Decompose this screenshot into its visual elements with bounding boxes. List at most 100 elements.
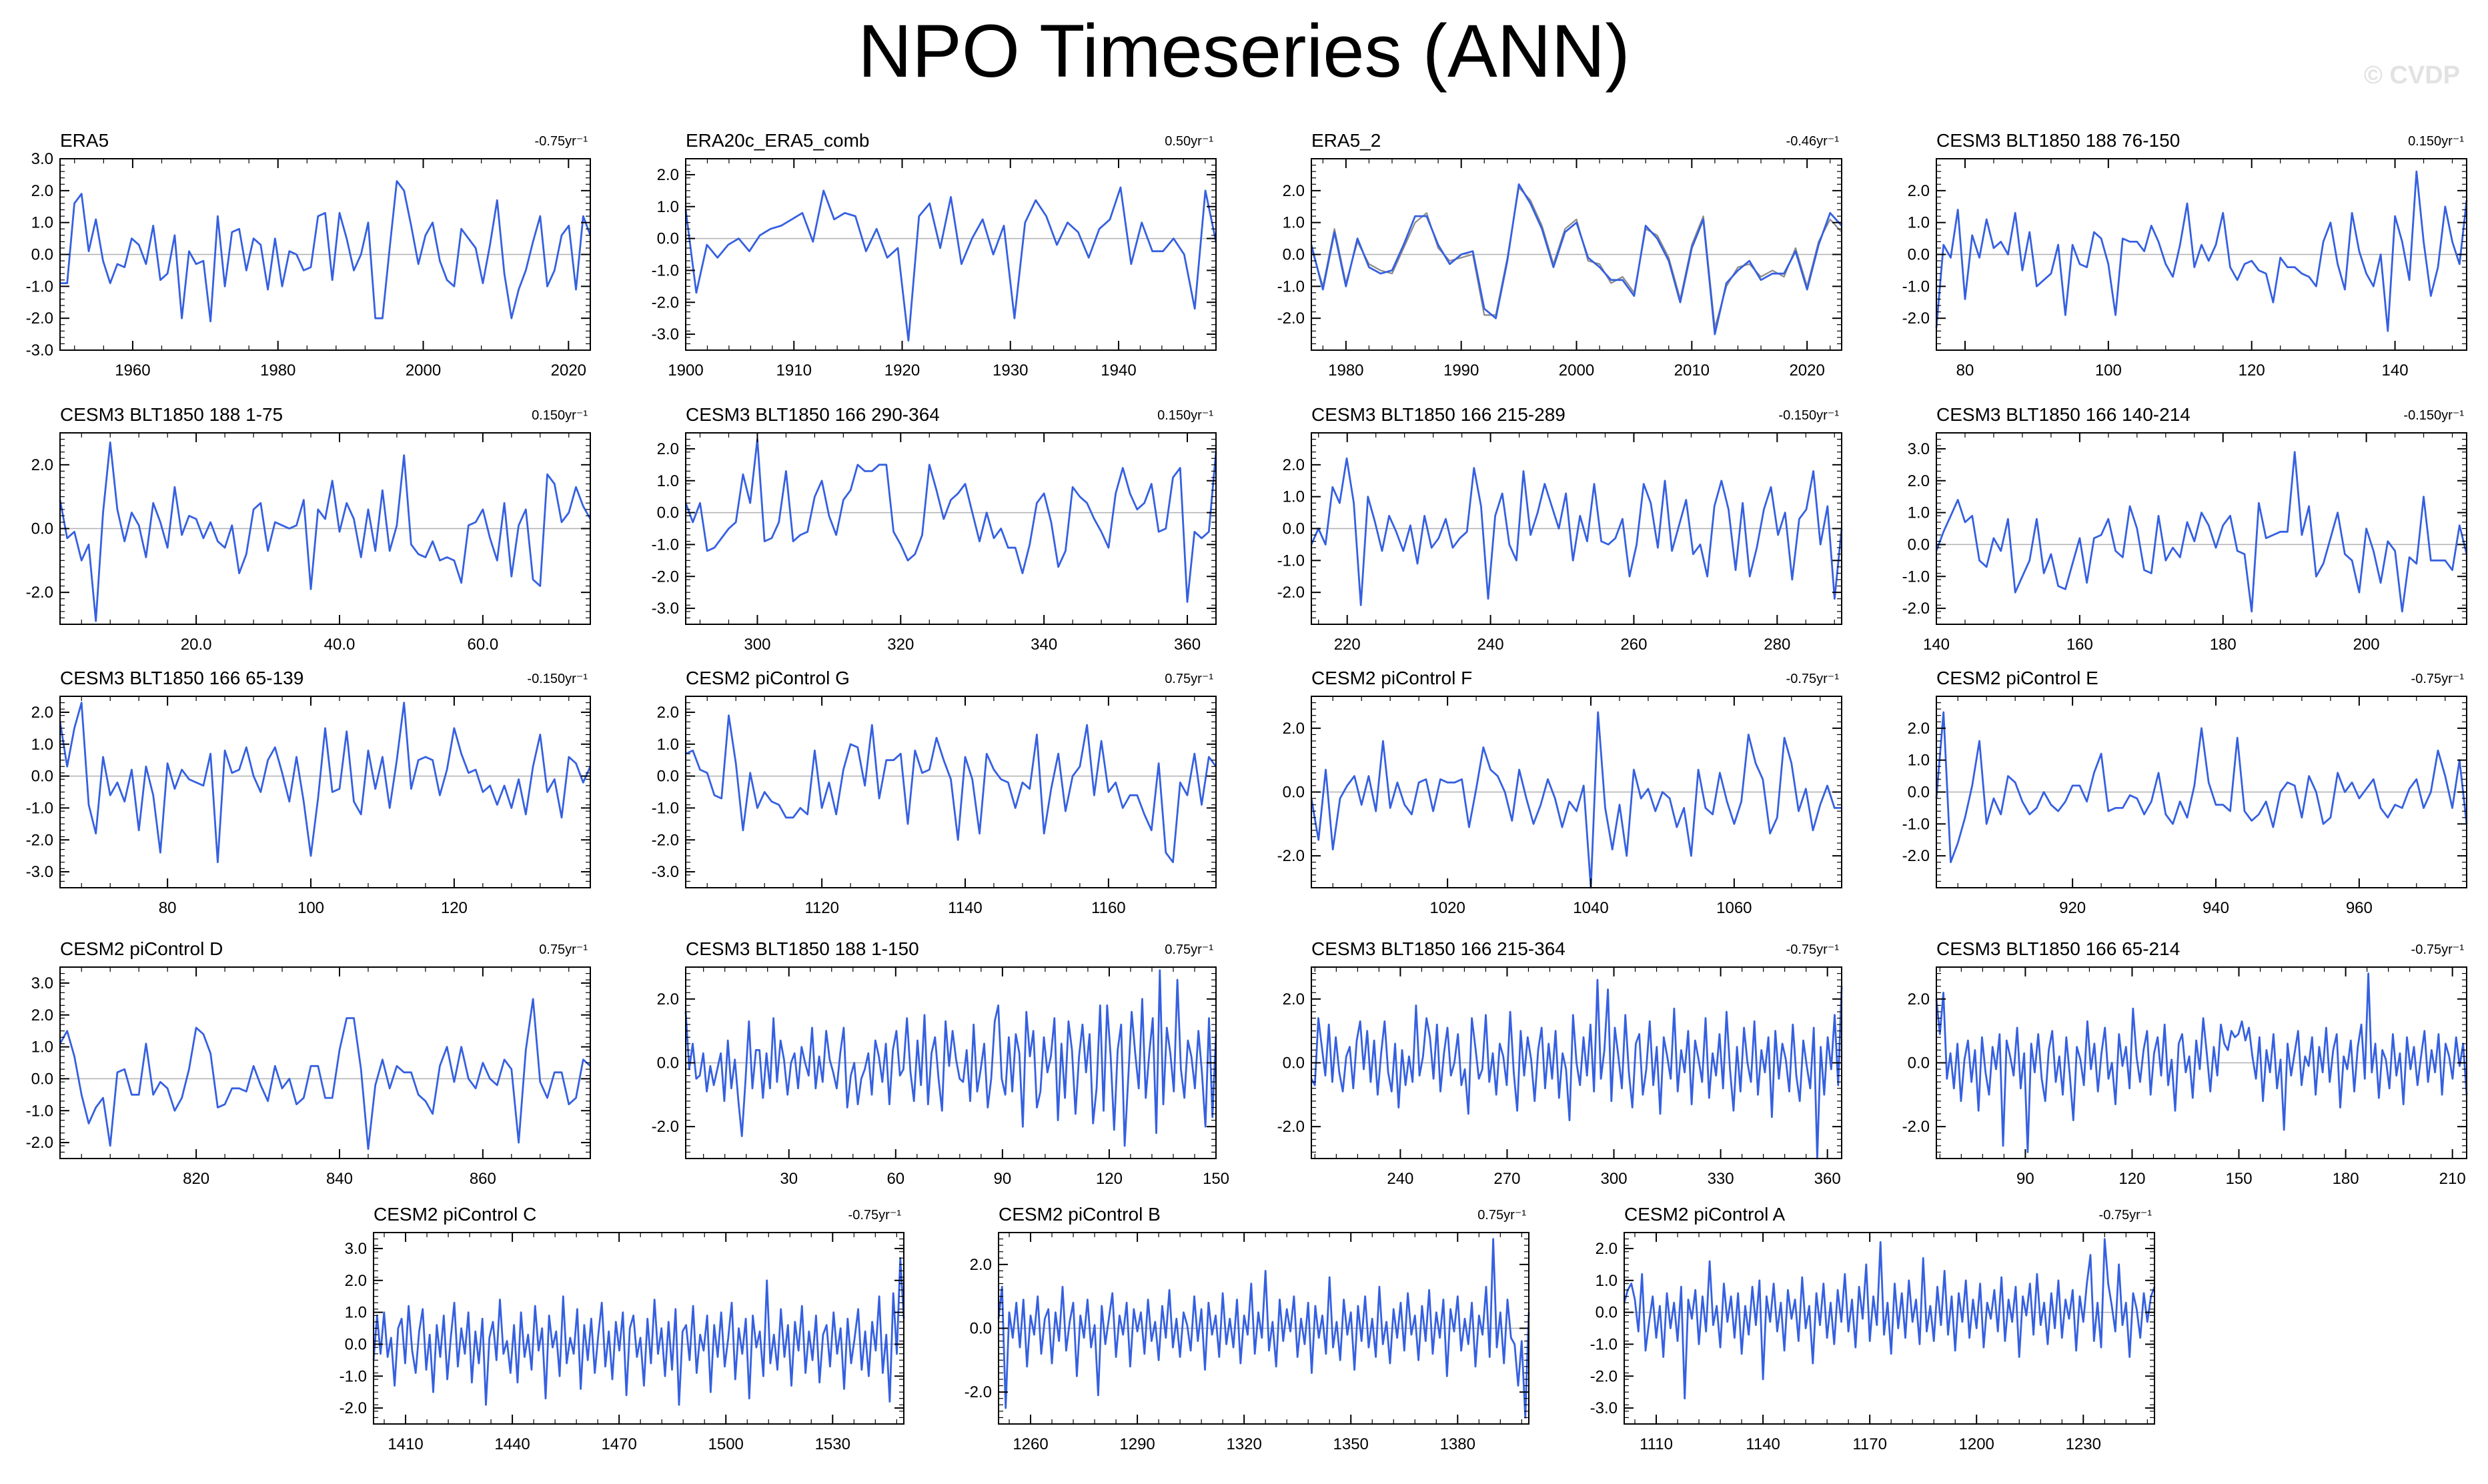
panel-title: CESM3 BLT1850 188 1-150 [686, 938, 919, 959]
panel-trend: -0.46yr⁻¹ [1786, 134, 1840, 149]
x-tick-label: 1170 [1852, 1435, 1887, 1453]
panel-title: CESM3 BLT1850 166 65-139 [60, 668, 303, 688]
x-tick-label: 1120 [804, 899, 839, 917]
y-tick-label: 1.0 [1596, 1272, 1618, 1290]
y-tick-label: 3.0 [345, 1240, 367, 1258]
y-tick-label: -2.0 [340, 1399, 367, 1417]
panel-trend: -0.150yr⁻¹ [1778, 408, 1839, 423]
y-tick-label: 3.0 [31, 974, 53, 992]
y-tick-label: 1.0 [1908, 214, 1930, 232]
panel-trend: -0.75yr⁻¹ [1786, 942, 1840, 957]
panel-title: CESM2 piControl F [1311, 668, 1472, 688]
plot-frame [59, 966, 591, 1159]
x-tick-label: 1500 [708, 1435, 744, 1453]
x-tick-label: 240 [1387, 1170, 1413, 1188]
y-tick-label: 2.0 [1908, 182, 1930, 200]
x-tick-label: 1260 [1013, 1435, 1048, 1453]
series-line [59, 441, 592, 622]
y-tick-label: 2.0 [970, 1256, 992, 1274]
x-tick-label: 1940 [1101, 361, 1136, 380]
y-tick-label: 1.0 [345, 1304, 367, 1322]
y-tick-label: -1.0 [340, 1367, 367, 1385]
panel-title: CESM3 BLT1850 166 290-364 [686, 404, 940, 425]
y-tick-label: 0.0 [1283, 246, 1305, 264]
y-tick-label: -1.0 [652, 261, 679, 279]
series-line [1623, 1238, 2156, 1400]
chart-panel-10: -2.0 0.0 2.0 1020 1040 1060 CESM2 piControl F -… [1277, 668, 1842, 917]
y-tick-label: 1.0 [31, 736, 53, 754]
chart-panel-8: -3.0 -2.0 -1.0 0.0 1.0 2.0 80 100 120 CESM3 BLT18… [26, 668, 592, 917]
y-tick-label: -3.0 [652, 600, 679, 618]
panel-trend: -0.75yr⁻¹ [848, 1208, 902, 1223]
x-tick-label: 140 [2382, 361, 2409, 380]
x-tick-label: 1530 [815, 1435, 850, 1453]
x-tick-label: 100 [2095, 361, 2122, 380]
y-tick-label: -2.0 [1277, 309, 1305, 327]
x-tick-label: 180 [2333, 1170, 2359, 1188]
y-tick-label: -2.0 [26, 309, 53, 327]
x-tick-label: 20.0 [181, 636, 212, 654]
chart-panel-7: -2.0 -1.0 0.0 1.0 2.0 3.0 140 160 180 200 CESM3 BL… [1902, 404, 2468, 654]
panel-title: CESM2 piControl E [1936, 668, 2098, 688]
x-tick-label: 2010 [1674, 361, 1710, 380]
y-tick-label: 1.0 [1908, 752, 1930, 770]
panel-title: ERA20c_ERA5_comb [686, 130, 869, 151]
series-line [1310, 978, 1843, 1160]
chart-panel-9: -3.0 -2.0 -1.0 0.0 1.0 2.0 1120 1140 1160 CESM2 p… [652, 668, 1217, 917]
x-tick-label: 360 [1814, 1170, 1841, 1188]
x-tick-label: 2020 [551, 361, 586, 380]
y-tick-label: 1.0 [31, 214, 53, 232]
x-tick-label: 1110 [1640, 1435, 1673, 1453]
x-tick-label: 1200 [1959, 1435, 1994, 1453]
y-tick-label: 0.0 [970, 1320, 992, 1338]
series-line [1935, 451, 2468, 613]
x-tick-label: 320 [887, 636, 914, 654]
x-tick-label: 2000 [1559, 361, 1594, 380]
series-line [684, 969, 1217, 1147]
y-tick-label: -2.0 [1590, 1367, 1618, 1385]
y-tick-label: -1.0 [652, 799, 679, 817]
panel-title: ERA5_2 [1311, 130, 1381, 151]
panel-title: CESM2 piControl G [686, 668, 850, 688]
x-tick-label: 240 [1477, 636, 1504, 654]
y-tick-label: -3.0 [26, 341, 53, 359]
series-line [60, 180, 592, 323]
x-tick-label: 1290 [1119, 1435, 1155, 1453]
x-tick-label: 280 [1764, 636, 1790, 654]
y-tick-label: 1.0 [1283, 214, 1305, 232]
y-tick-label: 3.0 [31, 150, 53, 168]
chart-panel-2: -2.0 -1.0 0.0 1.0 2.0 1980 1990 2000 2010 2020 ERA… [1277, 130, 1843, 380]
y-tick-label: 0.0 [657, 230, 679, 248]
chart-panel-12: -2.0 -1.0 0.0 1.0 2.0 3.0 820 840 860 CESM2 piCon… [26, 938, 591, 1188]
y-tick-label: 0.0 [657, 504, 679, 522]
y-tick-label: -2.0 [652, 568, 679, 586]
y-tick-label: -1.0 [652, 536, 679, 554]
x-tick-label: 300 [744, 636, 770, 654]
x-tick-label: 920 [2059, 899, 2086, 917]
x-tick-label: 210 [2439, 1170, 2466, 1188]
chart-panel-3: -2.0 -1.0 0.0 1.0 2.0 80 100 120 140 CESM3 BLT185… [1902, 130, 2468, 380]
x-tick-label: 940 [2203, 899, 2229, 917]
y-tick-label: -2.0 [1902, 847, 1930, 865]
chart-panel-0: -3.0 -2.0 -1.0 0.0 1.0 2.0 3.0 1960 1980 2000 2020… [26, 130, 592, 380]
y-tick-label: 2.0 [1596, 1240, 1618, 1258]
x-tick-label: 1980 [1328, 361, 1363, 380]
series-line [997, 1238, 1530, 1419]
panel-title: CESM3 BLT1850 166 215-364 [1311, 938, 1566, 959]
x-tick-label: 1160 [1091, 899, 1126, 917]
y-tick-label: 1.0 [31, 1038, 53, 1056]
y-tick-label: 0.0 [1283, 520, 1305, 538]
y-tick-label: -1.0 [26, 1102, 53, 1120]
y-tick-label: -1.0 [1277, 552, 1305, 570]
series-line [1310, 187, 1842, 329]
x-tick-label: 1470 [601, 1435, 636, 1453]
plot-frame [685, 432, 1217, 625]
panel-title: CESM2 piControl A [1624, 1204, 1786, 1225]
y-tick-label: -1.0 [26, 277, 53, 295]
x-tick-label: 120 [2118, 1170, 2145, 1188]
y-tick-label: -2.0 [652, 293, 679, 311]
panel-trend: -0.75yr⁻¹ [2411, 942, 2465, 957]
panel-trend: -0.75yr⁻¹ [1786, 672, 1840, 686]
y-tick-label: -2.0 [1277, 584, 1305, 602]
x-tick-label: 340 [1031, 636, 1057, 654]
